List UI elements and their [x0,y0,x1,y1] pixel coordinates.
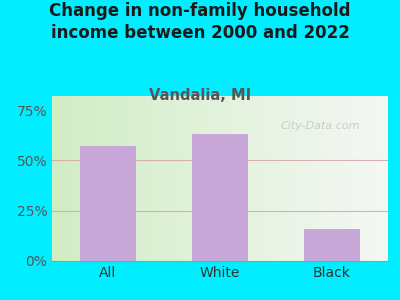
Bar [304,229,360,261]
Bar [192,134,248,261]
Text: City-Data.com: City-Data.com [280,121,360,131]
Text: Change in non-family household
income between 2000 and 2022: Change in non-family household income be… [49,2,351,42]
Bar [80,146,136,261]
Text: Vandalia, MI: Vandalia, MI [149,88,251,104]
